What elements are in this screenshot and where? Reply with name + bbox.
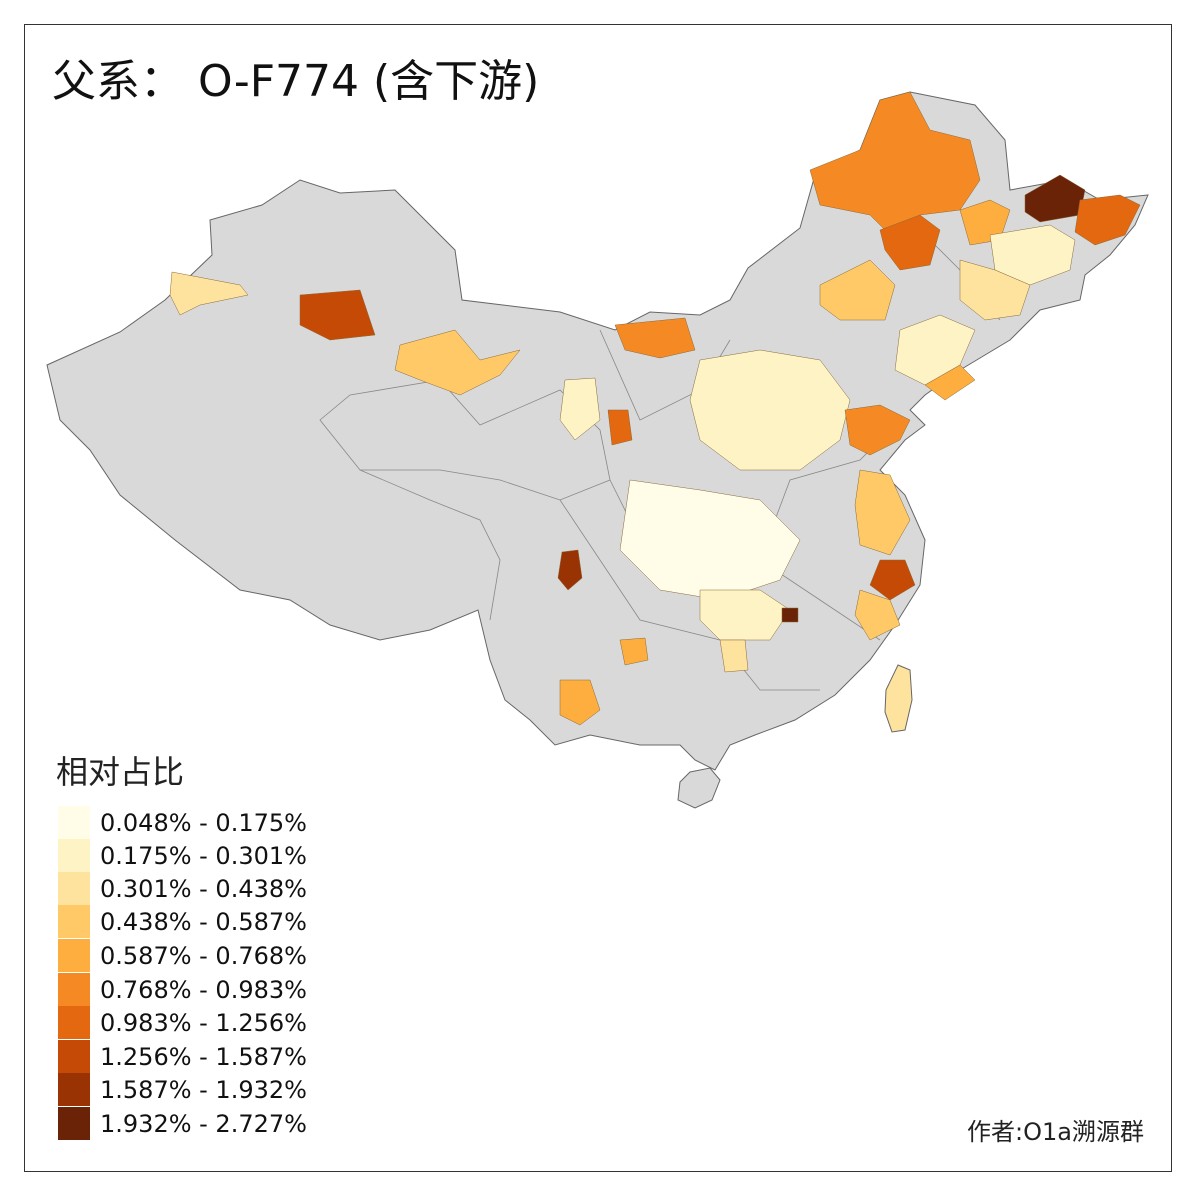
legend-item: 1.587% - 1.932% [58,1073,307,1106]
legend-item: 0.301% - 0.438% [58,872,307,905]
legend-swatch [58,806,90,839]
region-zhejiang [854,589,901,641]
legend-item: 1.932% - 2.727% [58,1107,307,1140]
title-haplogroup: O-F774 (含下游) [198,56,540,107]
region-yunnan [559,679,601,726]
region-guizhou [619,637,649,666]
map-frame [24,24,1172,1172]
region-hulun-s [879,214,941,271]
legend-item: 0.983% - 1.256% [58,1006,307,1039]
region-jilin [959,259,1031,321]
legend-label: 1.932% - 2.727% [100,1109,307,1138]
region-hubei [699,589,791,641]
region-shandong [844,404,911,456]
region-heilongjiang-dark [1024,174,1086,223]
region-shanghai [869,559,916,601]
region-gansu [559,377,601,441]
legend-label: 0.301% - 0.438% [100,874,307,903]
region-ordos [614,317,696,359]
legend-swatch [58,973,90,1006]
region-inner-mongolia-c [819,259,896,321]
legend-item: 0.048% - 0.175% [58,806,307,839]
region-heilongjiang-e [1074,194,1141,246]
legend-title: 相对占比 [56,753,185,791]
region-hunan-spot [781,607,799,623]
legend-label: 0.438% - 0.587% [100,907,307,936]
taiwan [884,664,913,733]
region-xinjiang-hami [394,329,521,396]
region-guangxi [719,639,749,673]
legend-label: 0.175% - 0.301% [100,841,307,870]
hainan [677,767,721,809]
legend-label: 0.048% - 0.175% [100,808,307,837]
legend-item: 0.438% - 0.587% [58,905,307,938]
legend-label: 1.587% - 1.932% [100,1075,307,1104]
region-north-china [689,349,851,471]
legend-swatch [58,939,90,972]
map-title: 父系： O-F774 (含下游) [52,60,539,104]
legend-item: 0.768% - 0.983% [58,973,307,1006]
region-gansu-spot [607,409,633,446]
region-jiangsu [854,469,911,556]
legend-label: 1.256% - 1.587% [100,1042,307,1071]
legend-swatch [58,1107,90,1140]
legend-swatch [58,1006,90,1039]
legend-item: 0.587% - 0.768% [58,939,307,972]
region-inner-mongolia-ne [809,91,981,231]
legend-swatch [58,1040,90,1073]
legend-label: 0.768% - 0.983% [100,975,307,1004]
legend-swatch [58,1073,90,1106]
title-prefix: 父系： [52,56,184,107]
region-central [619,479,801,601]
legend-swatch [58,872,90,905]
region-sichuan-spot [557,549,583,591]
legend-swatch [58,905,90,938]
legend-label: 0.983% - 1.256% [100,1008,307,1037]
region-xinjiang-urumqi [299,289,376,341]
legend-item: 1.256% - 1.587% [58,1040,307,1073]
legend-label: 0.587% - 0.768% [100,941,307,970]
region-xinjiang-ili [169,271,249,316]
legend-swatch [58,839,90,872]
mainland [46,91,1149,771]
author-credit: 作者:O1a溯源群 [967,1118,1144,1146]
legend-item: 0.175% - 0.301% [58,839,307,872]
region-liaoning-s [924,364,976,401]
